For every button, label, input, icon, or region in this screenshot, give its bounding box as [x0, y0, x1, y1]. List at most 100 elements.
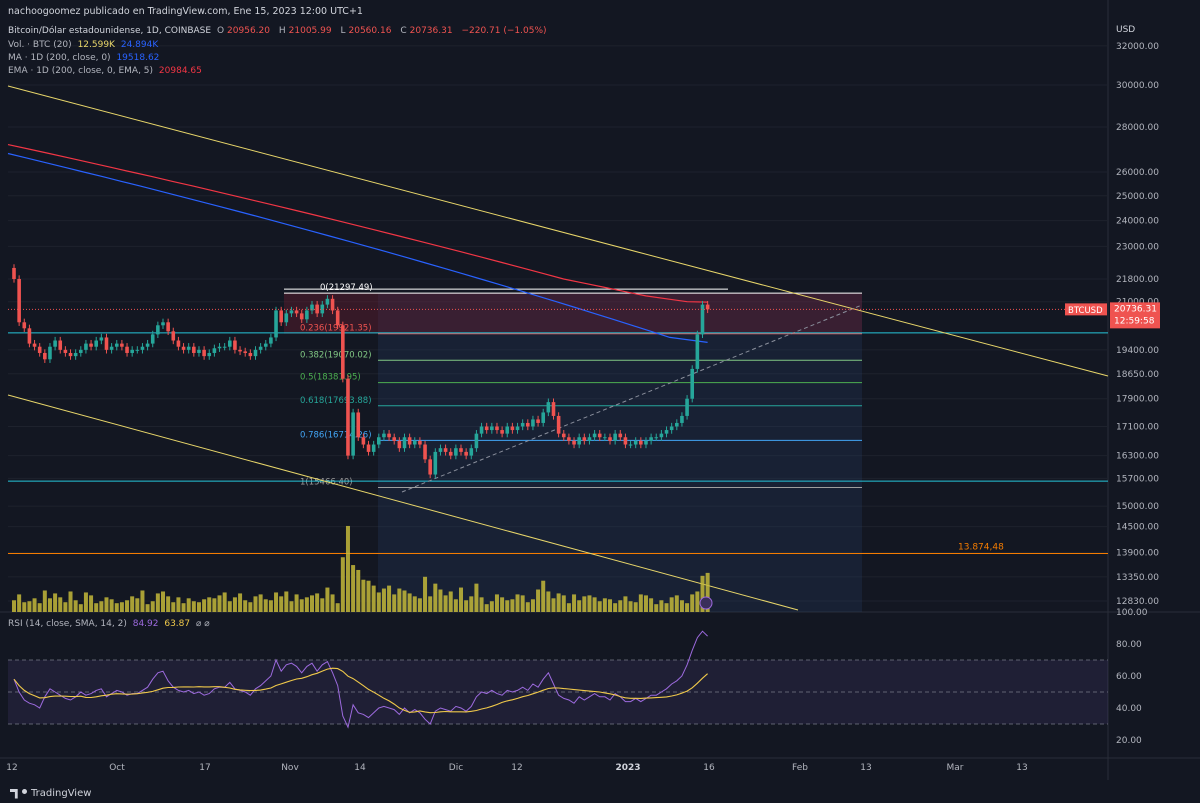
candle — [407, 437, 412, 445]
volume-bar — [125, 600, 130, 612]
volume-bar — [597, 601, 602, 612]
ema-200-line — [7, 144, 708, 303]
volume-bar — [690, 594, 695, 612]
volume-bar — [530, 599, 535, 612]
event-marker-icon — [699, 596, 713, 610]
candle — [700, 304, 705, 335]
candle — [618, 433, 623, 438]
candle — [109, 346, 114, 350]
volume-bar — [469, 596, 474, 612]
candle — [551, 402, 556, 416]
candle — [510, 426, 515, 431]
volume-bar — [145, 604, 150, 612]
legend-high: 21005.99 — [288, 26, 332, 36]
volume-bar — [32, 598, 37, 612]
fib-label: 0.618(17693.88) — [300, 396, 372, 406]
candle — [531, 419, 535, 427]
volume-bar — [407, 593, 412, 612]
volume-bar — [340, 557, 345, 612]
candle — [664, 430, 669, 434]
candle — [561, 433, 566, 438]
volume-bar — [494, 594, 499, 612]
candle — [520, 422, 525, 427]
candle — [181, 346, 186, 350]
volume-bar — [572, 594, 577, 612]
candle — [454, 448, 458, 456]
volume-bar — [638, 594, 643, 612]
volume-bar — [633, 602, 638, 612]
candle — [99, 337, 104, 341]
legend-low: 20560.16 — [348, 26, 392, 36]
candle — [171, 331, 176, 341]
volume-bar — [104, 597, 109, 612]
candle — [253, 349, 258, 357]
candle — [207, 352, 212, 357]
volume-bar — [592, 597, 597, 612]
volume-bar — [330, 594, 335, 612]
candle — [217, 346, 222, 349]
lower-trendline — [7, 394, 799, 611]
price-countdown: 12:59:58 — [1114, 316, 1155, 326]
candle — [675, 422, 679, 427]
volume-bar — [186, 598, 191, 612]
price-tick-label: 14500.00 — [1116, 523, 1159, 533]
candle — [428, 459, 432, 475]
candle — [63, 349, 68, 353]
volume-bar — [464, 600, 469, 612]
volume-bar — [366, 580, 371, 612]
candle — [577, 437, 581, 445]
volume-bar — [335, 603, 340, 612]
volume-bar — [47, 598, 52, 612]
volume-bar — [361, 579, 366, 612]
price-tick-label: 16300.00 — [1116, 452, 1159, 462]
candle — [320, 304, 325, 314]
candle — [659, 433, 664, 438]
candle — [505, 426, 510, 434]
volume-bar — [212, 598, 217, 612]
candle — [690, 368, 695, 399]
volume-bar — [22, 602, 27, 612]
volume-bar — [643, 595, 648, 612]
candle — [597, 433, 602, 438]
candle — [269, 337, 273, 344]
candle — [17, 278, 21, 323]
candle — [469, 448, 474, 456]
candle — [161, 322, 165, 326]
candle — [387, 433, 391, 438]
volume-bar — [89, 595, 94, 612]
candle — [541, 412, 546, 423]
time-tick-label: Oct — [109, 763, 125, 773]
currency-label: USD — [1116, 25, 1135, 35]
legend-close: 20736.31 — [409, 26, 453, 36]
tradingview-logo[interactable]: TradingView — [10, 788, 91, 799]
volume-bar — [320, 598, 325, 612]
rsi-ma-line — [13, 667, 708, 714]
candle — [351, 412, 355, 456]
candle — [556, 415, 561, 434]
candle — [53, 340, 57, 347]
volume-bar — [459, 587, 464, 612]
candle — [644, 440, 648, 445]
volume-bar — [27, 601, 32, 612]
volume-bar — [417, 598, 422, 612]
volume-bar — [171, 602, 176, 612]
fib-label: 0.382(19070.02) — [300, 350, 372, 360]
volume-bar — [453, 599, 458, 612]
candle — [592, 433, 597, 438]
volume-bar — [428, 596, 433, 612]
candle — [48, 346, 52, 360]
volume-bar — [12, 600, 16, 612]
candle — [500, 430, 504, 434]
candle — [392, 437, 397, 441]
candle — [705, 304, 710, 310]
candle — [248, 352, 253, 357]
volume-bar — [515, 594, 520, 612]
candle — [459, 448, 463, 452]
volume-bar — [83, 592, 88, 612]
volume-bar — [705, 572, 710, 612]
volume-bar — [371, 585, 376, 612]
ma-200-line — [7, 152, 708, 343]
rsi-tick-label: 80.00 — [1116, 640, 1142, 650]
candle — [27, 328, 32, 344]
